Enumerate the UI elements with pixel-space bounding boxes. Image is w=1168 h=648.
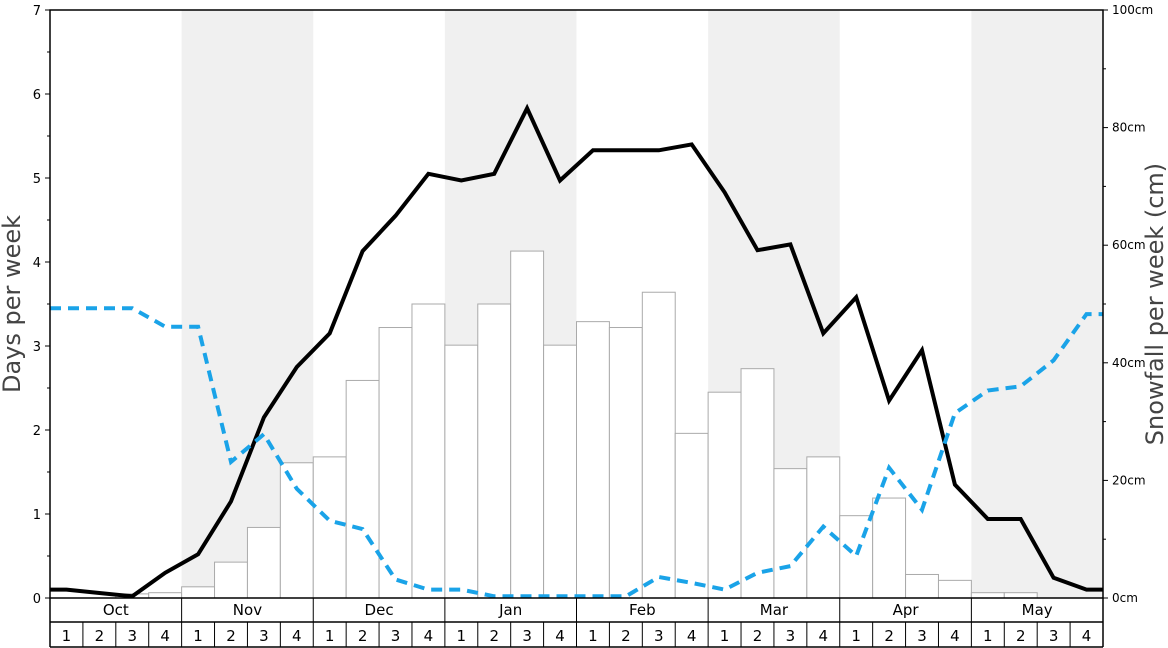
left-tick-label: 3: [33, 340, 41, 355]
snowfall-bar: [312, 456, 347, 599]
week-label: 2: [753, 627, 763, 645]
snowfall-bar: [378, 327, 413, 599]
trend-lines: [50, 103, 1103, 599]
left-tick-label: 6: [33, 88, 41, 103]
month-label: Apr: [893, 601, 920, 619]
week-label: 4: [819, 627, 829, 645]
week-label: 3: [1049, 627, 1059, 645]
week-label: 4: [424, 627, 434, 645]
snowfall-bar: [641, 291, 676, 599]
week-label: 1: [457, 627, 467, 645]
right-tick-label: 60cm: [1112, 238, 1146, 252]
snowfall-bar: [905, 573, 939, 599]
snowfall-bar: [148, 592, 183, 599]
snowfall-bar: [576, 321, 610, 599]
snowfall-bar: [773, 468, 808, 599]
week-label: 1: [62, 627, 72, 645]
right-tick-label: 80cm: [1112, 121, 1146, 135]
snowfall-bar: [477, 303, 512, 599]
week-label: 4: [950, 627, 960, 645]
week-label: 1: [325, 627, 335, 645]
snowfall-bar: [444, 344, 479, 599]
week-label: 2: [489, 627, 499, 645]
snowfall-bar: [214, 561, 248, 599]
week-label: 3: [127, 627, 137, 645]
week-label: 2: [95, 627, 105, 645]
snowfall-bar: [246, 526, 281, 599]
left-tick-label: 7: [33, 4, 41, 19]
month-label: Mar: [760, 601, 789, 619]
week-label: 4: [292, 627, 302, 645]
snowfall-bar: [411, 303, 446, 599]
x-axis: Oct 1 2 3 4 Nov 1 2 3 4 Dec 1 2 3 4 Jan 1 2 3 4 Feb 1 2 3 4 Mar 1 2…: [49, 598, 1104, 648]
week-label: 1: [193, 627, 203, 645]
month-label: May: [1022, 601, 1053, 619]
week-label: 3: [917, 627, 927, 645]
week-label: 4: [687, 627, 697, 645]
snowfall-bars: [115, 250, 1038, 599]
right-axis-title: Snowfall per week (cm): [1141, 163, 1168, 445]
week-label: 2: [358, 627, 368, 645]
solid-series-line: [50, 103, 1103, 599]
left-axis: 0 1 2 3 4 5 6 7: [33, 4, 50, 607]
snowfall-bar: [970, 592, 1005, 599]
left-tick-label: 1: [33, 508, 41, 523]
right-axis: 0cm 20cm 40cm 60cm 80cm 100cm: [1103, 3, 1153, 605]
month-label: Oct: [103, 601, 129, 619]
snowfall-bar: [872, 497, 907, 599]
week-label: 1: [588, 627, 598, 645]
week-label: 1: [851, 627, 861, 645]
left-tick-label: 4: [33, 256, 41, 271]
snowfall-bar: [279, 462, 314, 599]
snowfall-bar: [345, 379, 380, 599]
snowfall-bar: [543, 344, 577, 599]
week-label: 3: [391, 627, 401, 645]
week-label: 3: [786, 627, 796, 645]
dashed-series-line: [50, 306, 1103, 599]
month-shade: [971, 10, 1103, 598]
right-tick-label: 0cm: [1112, 591, 1138, 605]
week-label: 3: [654, 627, 664, 645]
right-tick-label: 100cm: [1112, 3, 1153, 17]
snowfall-bar: [707, 391, 742, 599]
snowfall-bar: [1003, 592, 1038, 599]
left-axis-title: Days per week: [0, 215, 26, 393]
snowfall-bar: [181, 586, 216, 599]
week-label: 3: [259, 627, 269, 645]
week-label: 2: [226, 627, 236, 645]
week-label: 4: [1082, 627, 1092, 645]
left-tick-label: 2: [33, 424, 41, 439]
month-label: Nov: [233, 601, 262, 619]
week-label: 4: [160, 627, 170, 645]
snowfall-bar: [740, 368, 775, 599]
month-label: Dec: [365, 601, 394, 619]
left-tick-label: 0: [33, 592, 41, 607]
week-label: 2: [884, 627, 894, 645]
week-label: 2: [621, 627, 631, 645]
week-label: 2: [1016, 627, 1026, 645]
month-label: Feb: [629, 601, 656, 619]
week-label: 4: [555, 627, 565, 645]
month-label: Jan: [498, 601, 522, 619]
right-tick-label: 40cm: [1112, 356, 1146, 370]
snowfall-bar: [674, 432, 709, 599]
snowfall-bar: [510, 250, 545, 599]
right-tick-label: 20cm: [1112, 473, 1146, 487]
left-tick-label: 5: [33, 172, 41, 187]
week-label: 1: [720, 627, 730, 645]
snowfall-bar: [608, 327, 643, 599]
snowfall-bar: [937, 579, 972, 599]
week-label: 3: [522, 627, 532, 645]
week-label: 1: [983, 627, 993, 645]
